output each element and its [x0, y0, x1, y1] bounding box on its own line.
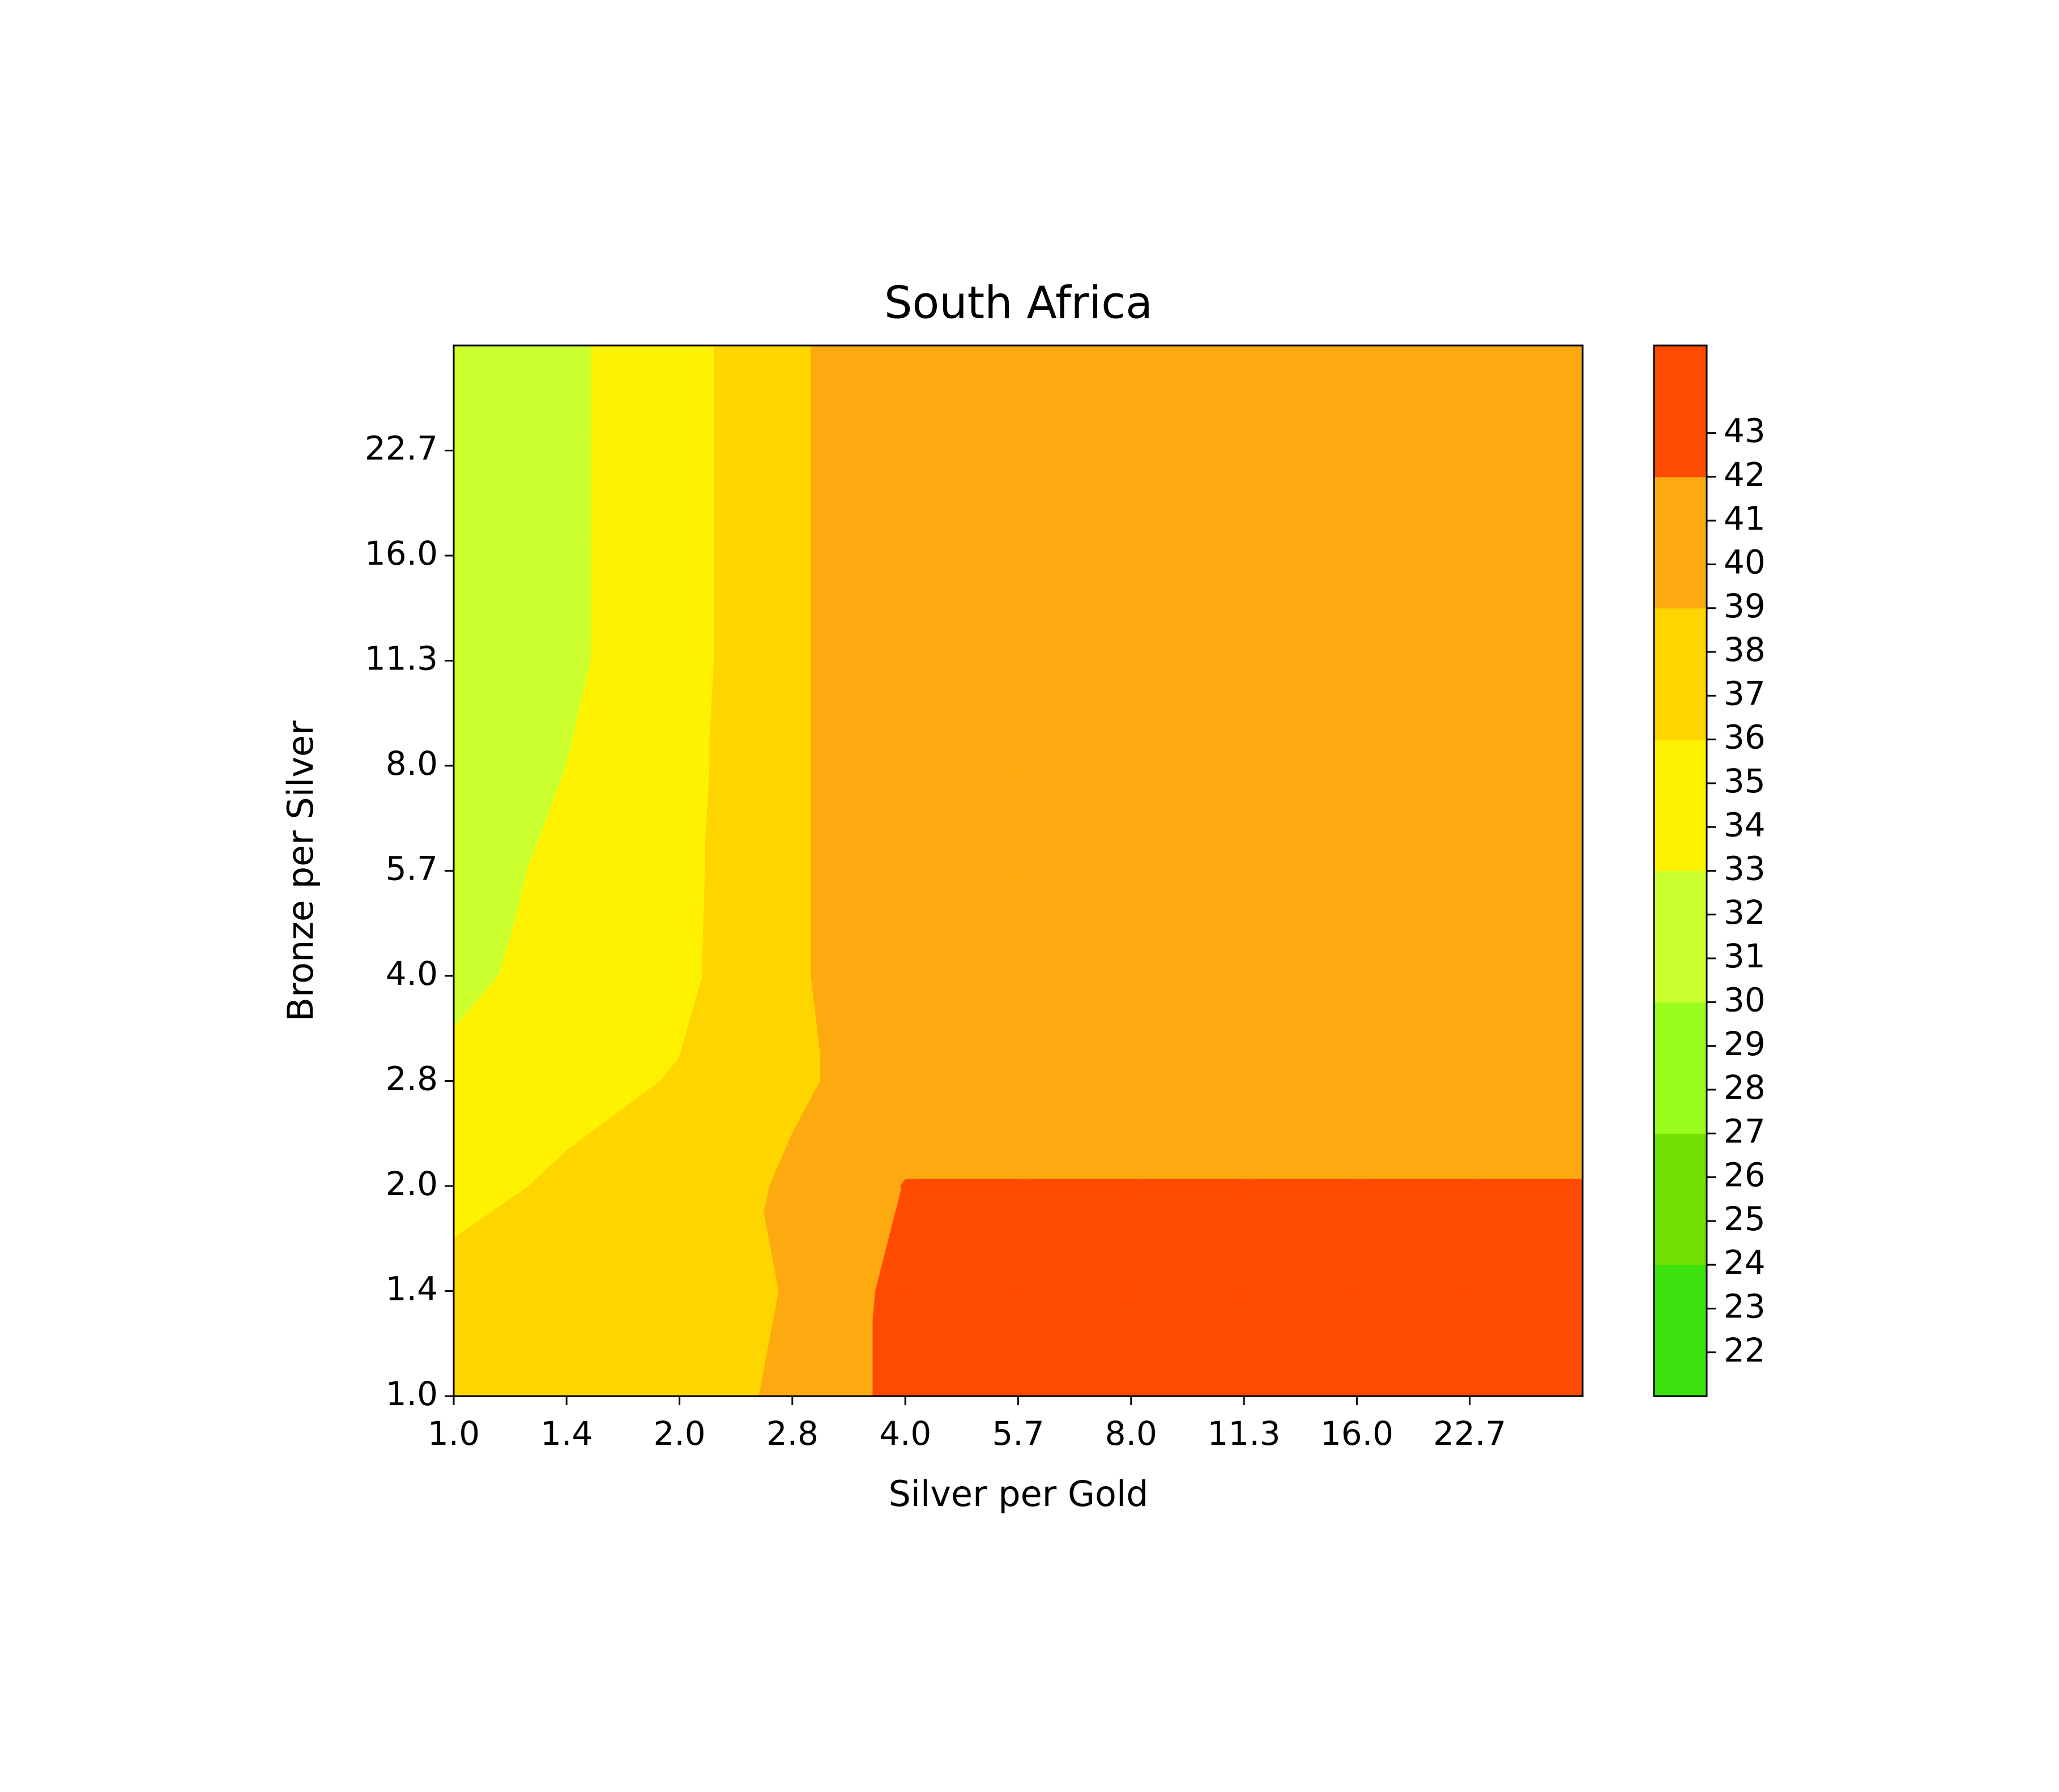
colorbar-tick-label: 34 — [1724, 805, 1766, 844]
x-tick-label: 16.0 — [1320, 1414, 1393, 1453]
x-tick-label: 5.7 — [992, 1414, 1044, 1453]
y-tick-label: 2.0 — [386, 1164, 438, 1203]
colorbar-tick-label: 26 — [1724, 1156, 1766, 1194]
y-tick-label: 4.0 — [386, 954, 438, 993]
contour-region — [904, 1179, 1019, 1187]
contour-region — [1243, 1179, 1358, 1187]
colorbar-tick-label: 42 — [1724, 455, 1766, 494]
y-tick-label: 2.8 — [386, 1060, 438, 1098]
y-tick-label: 1.0 — [386, 1375, 438, 1413]
x-tick-label: 22.7 — [1433, 1414, 1506, 1453]
x-tick-label: 11.3 — [1208, 1414, 1281, 1453]
contour-region — [792, 555, 812, 662]
y-tick-label: 22.7 — [365, 429, 438, 468]
contour-region — [1017, 1179, 1132, 1187]
contour-region — [1243, 1179, 1252, 1187]
colorbar-tick-label: 37 — [1724, 674, 1766, 712]
colorbar-tick-label: 31 — [1724, 937, 1766, 975]
contour-region — [1356, 1179, 1365, 1187]
contour-region — [792, 660, 812, 767]
colorbar-band — [1653, 1264, 1707, 1397]
contour-region — [1355, 1179, 1470, 1187]
colorbar-band — [1653, 345, 1707, 477]
chart-title: South Africa — [884, 278, 1153, 328]
colorbar-band — [1653, 871, 1707, 1002]
colorbar-tick-label: 38 — [1724, 630, 1766, 669]
colorbar-tick-label: 25 — [1724, 1200, 1766, 1238]
contour-region — [1469, 1179, 1478, 1187]
colorbar-tick-label: 41 — [1724, 499, 1766, 537]
x-tick-label: 4.0 — [879, 1414, 931, 1453]
colorbar-tick-label: 33 — [1724, 850, 1766, 888]
colorbar-band — [1653, 1133, 1707, 1265]
colorbar-tick-label: 30 — [1724, 980, 1766, 1019]
colorbar-tick-label: 40 — [1724, 543, 1766, 582]
colorbar-tick-label: 29 — [1724, 1025, 1766, 1063]
contour-region — [792, 345, 812, 452]
colorbar-tick-label: 27 — [1724, 1112, 1766, 1150]
x-tick-label: 1.4 — [540, 1414, 592, 1453]
contour-region — [1468, 1179, 1583, 1187]
y-axis-label: Bronze per Silver — [280, 720, 321, 1022]
x-tick-label: 8.0 — [1105, 1414, 1157, 1453]
contour-region — [1131, 1179, 1140, 1187]
y-tick-label: 5.7 — [386, 850, 438, 888]
contour-region — [792, 870, 812, 977]
colorbar-tick-label: 22 — [1724, 1331, 1766, 1369]
colorbar-tick-label: 28 — [1724, 1068, 1766, 1107]
colorbar-band — [1653, 739, 1707, 871]
colorbar-tick-label: 43 — [1724, 412, 1766, 450]
x-tick-label: 2.8 — [766, 1414, 819, 1453]
x-axis-label: Silver per Gold — [888, 1473, 1148, 1514]
x-tick-label: 1.0 — [428, 1414, 480, 1453]
colorbar-band — [1653, 608, 1707, 740]
x-tick-label: 2.0 — [653, 1414, 705, 1453]
contour-region — [1129, 1179, 1244, 1187]
colorbar-tick-label: 36 — [1724, 718, 1766, 757]
y-tick-label: 11.3 — [365, 639, 438, 678]
y-tick-label: 8.0 — [386, 744, 438, 783]
colorbar-band — [1653, 1001, 1707, 1134]
plot-area — [453, 344, 1584, 1397]
contour-region — [792, 450, 812, 557]
colorbar-tick-label: 39 — [1724, 587, 1766, 625]
colorbar-tick-label: 35 — [1724, 762, 1766, 800]
y-tick-label: 1.4 — [386, 1270, 438, 1308]
colorbar-band — [1653, 476, 1707, 609]
colorbar-tick-label: 24 — [1724, 1243, 1766, 1282]
colorbar-tick-label: 23 — [1724, 1287, 1766, 1326]
contour-region — [905, 1179, 914, 1187]
colorbar-tick-label: 32 — [1724, 893, 1766, 932]
contour-region — [1017, 1179, 1026, 1187]
y-tick-label: 16.0 — [365, 534, 438, 573]
contour-region — [792, 765, 812, 872]
